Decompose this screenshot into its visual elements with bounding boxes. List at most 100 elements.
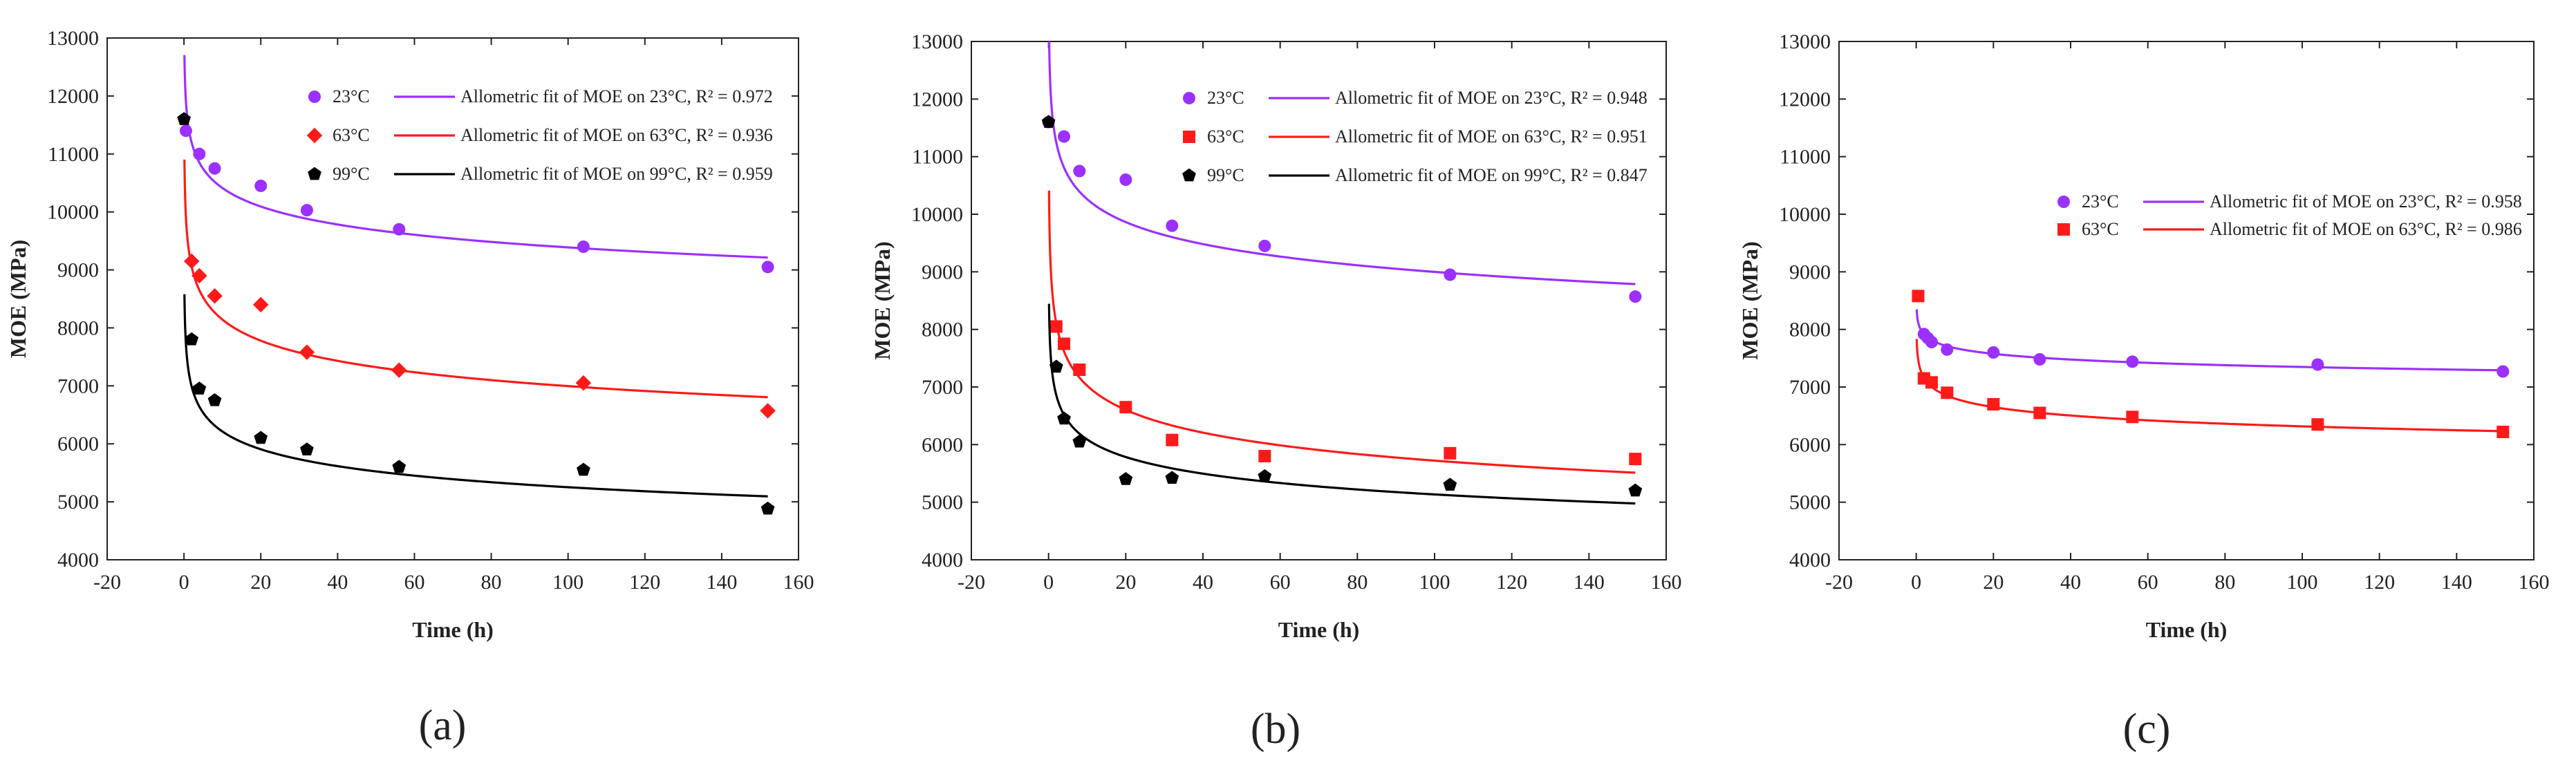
- series-3: 99°C Allometric fit of MOE on 99°C, R² = …: [1041, 115, 1648, 505]
- x-tick-label: 160: [2519, 571, 2550, 594]
- legend-fit-label: Allometric fit of MOE on 23°C, R² = 0.94…: [1335, 88, 1648, 108]
- data-point: [1072, 434, 1087, 448]
- data-point: [193, 147, 206, 160]
- x-tick-label: 160: [1651, 571, 1682, 594]
- data-point: [2496, 426, 2510, 438]
- x-tick-label: 0: [179, 571, 189, 594]
- y-tick-label: 5000: [1789, 491, 1831, 514]
- y-tick-label: 13000: [47, 27, 99, 50]
- data-point: [254, 431, 268, 444]
- legend-fit-label: Allometric fit of MOE on 63°C, R² = 0.95…: [1335, 126, 1648, 147]
- data-point: [1444, 446, 1457, 460]
- data-point: [1941, 386, 1954, 399]
- x-tick-label: -20: [93, 571, 121, 594]
- data-point: [760, 501, 775, 515]
- y-tick-label: 8000: [57, 317, 99, 339]
- data-point: [192, 267, 207, 284]
- legend-series-label: 99°C: [1207, 165, 1244, 185]
- plot-frame: [106, 37, 799, 560]
- series-1: 23°C Allometric fit of MOE on 23°C, R² = …: [1915, 191, 2522, 378]
- data-point: [1073, 164, 1086, 178]
- legend-fit-label: Allometric fit of MOE on 63°C, R² = 0.93…: [460, 125, 773, 145]
- plot-frame: [1838, 41, 2535, 560]
- legend-marker: [308, 91, 321, 103]
- plot-frame: [971, 41, 1667, 560]
- x-tick-label: -20: [958, 571, 985, 594]
- data-point: [577, 240, 590, 253]
- x-tick-label: 120: [2364, 571, 2395, 594]
- y-tick-label: 10000: [1779, 203, 1831, 226]
- legend-marker: [1182, 168, 1196, 182]
- panel-label: (b): [1251, 706, 1300, 753]
- x-tick-label: 140: [1574, 571, 1605, 594]
- x-tick-label: 20: [1115, 571, 1136, 594]
- chart-panel-2: -20 0 20 40 60 80 100 120 140 160 4000 5000 6000 7000…: [870, 30, 1682, 753]
- data-point: [1058, 337, 1070, 350]
- data-point: [393, 223, 406, 236]
- legend-series-label: 23°C: [333, 86, 370, 106]
- x-tick-label: 60: [2138, 571, 2158, 594]
- y-tick-label: 6000: [1789, 433, 1831, 456]
- series-2: 63°C Allometric fit of MOE on 63°C, R² = …: [1912, 219, 2522, 438]
- data-point: [1041, 115, 1056, 129]
- legend-series-label: 99°C: [333, 164, 370, 184]
- y-tick-label: 6000: [57, 433, 99, 455]
- x-tick-label: 0: [1043, 571, 1054, 594]
- data-point: [1443, 478, 1457, 491]
- data-point: [2033, 353, 2046, 366]
- fit-curve: [183, 55, 768, 259]
- series-1: 23°C Allometric fit of MOE on 23°C, R² = …: [1042, 41, 1648, 303]
- y-axis-label: MOE (MPa): [1737, 241, 1762, 360]
- fit-curve: [1047, 303, 1636, 505]
- legend-fit-label: Allometric fit of MOE on 63°C, R² = 0.98…: [2210, 219, 2522, 239]
- chart-panel-1: -20 0 20 40 60 80 100 120 140 160 4000 5000 6000 7000…: [6, 27, 814, 749]
- data-point: [1629, 290, 1642, 303]
- x-tick-label: 20: [1983, 571, 2004, 594]
- y-tick-label: 8000: [1789, 319, 1831, 341]
- data-point: [2311, 418, 2324, 431]
- data-point: [300, 204, 313, 217]
- data-point: [1049, 320, 1063, 333]
- x-tick-label: 100: [1419, 571, 1450, 594]
- data-point: [2033, 406, 2046, 419]
- data-point: [2126, 411, 2139, 424]
- x-tick-label: 80: [2214, 571, 2235, 594]
- legend-fit-label: Allometric fit of MOE on 99°C, R² = 0.95…: [460, 164, 773, 184]
- legend-series-label: 63°C: [2082, 219, 2119, 239]
- legend-series-label: 23°C: [2082, 191, 2119, 211]
- data-point: [1058, 130, 1070, 143]
- data-point: [1057, 411, 1071, 425]
- data-point: [761, 261, 774, 274]
- x-axis-label: Time (h): [1278, 617, 1360, 642]
- data-point: [1258, 469, 1272, 482]
- x-tick-label: 140: [706, 571, 737, 594]
- data-point: [252, 296, 269, 313]
- legend-fit-label: Allometric fit of MOE on 23°C, R² = 0.95…: [2210, 191, 2522, 211]
- data-point: [1258, 239, 1271, 252]
- y-tick-label: 4000: [1789, 549, 1831, 572]
- data-point: [2311, 358, 2324, 371]
- y-tick-label: 12000: [1779, 88, 1831, 111]
- y-axis-label: MOE (MPa): [6, 240, 30, 359]
- y-tick-label: 10000: [911, 203, 963, 226]
- fit-curve: [1915, 309, 2503, 372]
- x-tick-label: -20: [1825, 571, 1853, 594]
- y-tick-label: 5000: [922, 491, 963, 514]
- y-tick-label: 9000: [57, 259, 99, 282]
- y-tick-label: 4000: [922, 549, 963, 572]
- panel-label: (c): [2123, 706, 2171, 753]
- data-point: [177, 112, 191, 125]
- y-tick-label: 11000: [48, 143, 99, 166]
- data-point: [1119, 471, 1133, 485]
- x-tick-label: 100: [552, 571, 584, 594]
- data-point: [575, 375, 592, 391]
- fit-curve: [1915, 339, 2503, 433]
- chart-panel-3: -20 0 20 40 60 80 100 120 140 160 4000 5000 6000 7000…: [1737, 30, 2550, 753]
- x-tick-label: 120: [629, 571, 660, 594]
- y-tick-label: 13000: [911, 30, 963, 53]
- series-1: 23°C Allometric fit of MOE on 23°C, R² = …: [179, 55, 774, 274]
- data-point: [300, 442, 314, 455]
- x-tick-label: 140: [2441, 571, 2472, 594]
- data-point: [760, 403, 776, 419]
- x-tick-label: 40: [327, 571, 348, 594]
